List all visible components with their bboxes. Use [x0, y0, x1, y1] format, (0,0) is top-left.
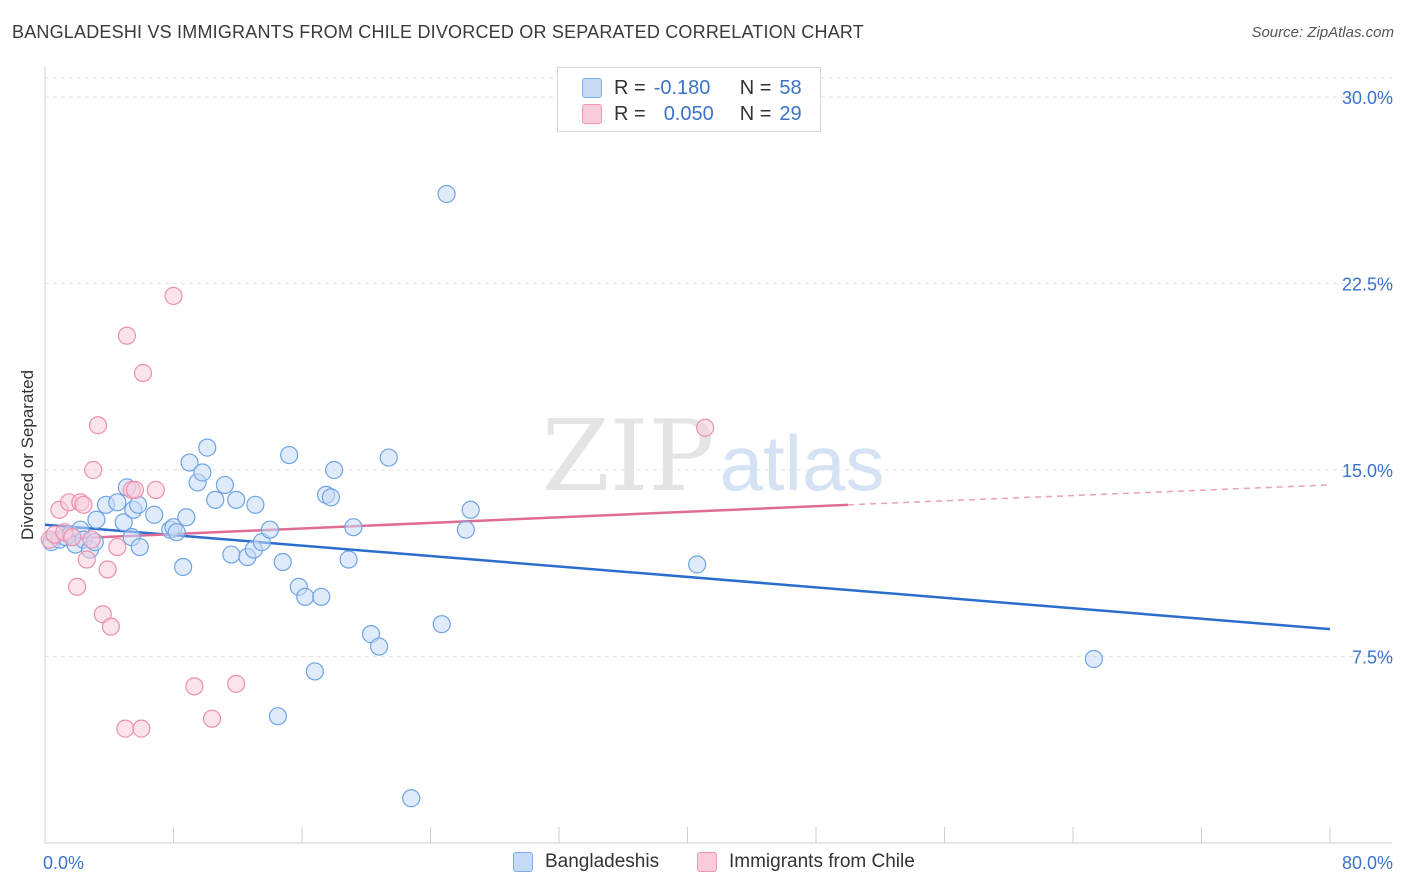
data-points — [40, 184, 1103, 808]
r-value: -0.180 — [653, 76, 711, 99]
x-tick-label: 0.0% — [43, 853, 84, 873]
r-label: R = — [614, 76, 646, 99]
chile-point — [88, 416, 108, 435]
bangladeshi-point — [246, 495, 265, 514]
bangladeshi-point — [177, 508, 196, 527]
bangladeshi-point — [130, 537, 149, 557]
legend-row-chile: R = 0.050 N = 29 — [582, 102, 802, 126]
bangladeshi-point — [87, 510, 106, 529]
bangladeshi-point — [174, 557, 193, 577]
watermark-atlas: atlas — [720, 419, 885, 507]
n-label: N = — [739, 76, 772, 99]
bangladeshi-point — [296, 587, 315, 606]
bangladeshi-point — [312, 587, 331, 606]
chile-point — [74, 495, 93, 514]
chile-point — [84, 460, 103, 480]
bangladeshi-point — [268, 707, 288, 726]
bangladeshi-point — [167, 523, 186, 542]
bangladeshi-point — [370, 637, 389, 656]
watermark-zip: ZIP — [542, 400, 715, 514]
bangladeshi-point — [260, 520, 279, 539]
chile-point — [101, 617, 120, 636]
chile-point — [68, 577, 87, 596]
n-value: 58 — [779, 76, 802, 99]
chile-point — [125, 480, 145, 499]
chile-point — [227, 674, 246, 693]
tick-labels: 7.5% 15.0% 22.5% 30.0% 0.0% 80.0% — [43, 88, 1393, 873]
source-label: Source: ZipAtlas.com — [1251, 24, 1394, 41]
bangladeshi-point — [222, 545, 241, 564]
bangladeshi-point — [227, 490, 246, 509]
r-label: R = — [614, 102, 646, 125]
bangladeshi-point — [688, 555, 707, 574]
chile-point — [133, 363, 153, 383]
chile-point — [63, 528, 82, 547]
bangladeshi-point — [379, 448, 398, 467]
y-tick-label: 7.5% — [1352, 648, 1393, 668]
n-value: 29 — [779, 102, 802, 125]
y-tick-label: 15.0% — [1342, 461, 1393, 481]
stats-legend: R = -0.180 N = 58 R = 0.050 N = 29 — [557, 67, 821, 132]
bangladeshi-point — [456, 520, 475, 539]
y-tick-label: 22.5% — [1342, 275, 1393, 295]
bangladeshi-point — [215, 475, 234, 495]
chile-point — [185, 677, 204, 696]
legend-swatch-blue — [582, 78, 602, 98]
r-value: 0.050 — [663, 102, 714, 125]
bangladeshi-point — [198, 438, 217, 457]
chile-point — [146, 480, 165, 499]
chile-point — [117, 326, 137, 345]
chile-point — [132, 719, 151, 738]
chart-title: BANGLADESHI VS IMMIGRANTS FROM CHILE DIV… — [12, 22, 864, 42]
bangladeshi-point — [437, 184, 456, 204]
x-tick-label: 80.0% — [1342, 853, 1393, 873]
legend-swatch-blue — [513, 852, 533, 872]
bangladeshi-point — [344, 518, 363, 537]
y-tick-label: 30.0% — [1342, 88, 1393, 108]
bottom-legend-chile: Immigrants from Chile — [697, 851, 915, 873]
bangladeshi-point — [402, 789, 421, 808]
bangladeshi-point — [1084, 649, 1103, 669]
chile-point — [116, 719, 135, 738]
trend-line — [44, 523, 1331, 631]
bottom-legend-bangladeshis: Bangladeshis — [513, 851, 659, 873]
bangladeshi-point — [180, 453, 199, 472]
bangladeshi-point — [114, 513, 133, 532]
bangladeshi-point — [280, 445, 299, 465]
chile-point — [98, 560, 117, 579]
chile-point — [696, 418, 715, 437]
legend-label: Bangladeshis — [545, 851, 660, 872]
bangladeshi-point — [321, 488, 341, 507]
bangladeshi-point — [206, 490, 225, 509]
chile-point — [77, 550, 96, 569]
gridlines — [45, 77, 1392, 657]
chile-point — [202, 709, 222, 728]
legend-row-bangladeshis: R = -0.180 N = 58 — [582, 76, 802, 100]
bangladeshi-point — [145, 505, 164, 524]
axes — [44, 67, 1392, 844]
bangladeshi-point — [305, 662, 324, 681]
bangladeshi-point — [273, 552, 292, 572]
legend-swatch-pink — [697, 852, 717, 872]
bangladeshi-point — [193, 463, 212, 482]
y-axis-label: Divorced or Separated — [18, 369, 37, 541]
chile-point — [164, 286, 183, 306]
legend-label: Immigrants from Chile — [729, 851, 915, 872]
watermark: ZIP atlas — [542, 400, 885, 514]
bangladeshi-point — [325, 460, 344, 480]
bangladeshi-point — [461, 500, 480, 519]
chile-point — [108, 537, 127, 557]
legend-swatch-pink — [582, 104, 602, 124]
bangladeshi-point — [339, 550, 358, 569]
trend-line — [848, 484, 1331, 506]
bangladeshi-point — [432, 615, 451, 634]
n-label: N = — [739, 102, 772, 125]
bangladeshi-point — [108, 493, 127, 512]
chile-point — [82, 530, 101, 549]
